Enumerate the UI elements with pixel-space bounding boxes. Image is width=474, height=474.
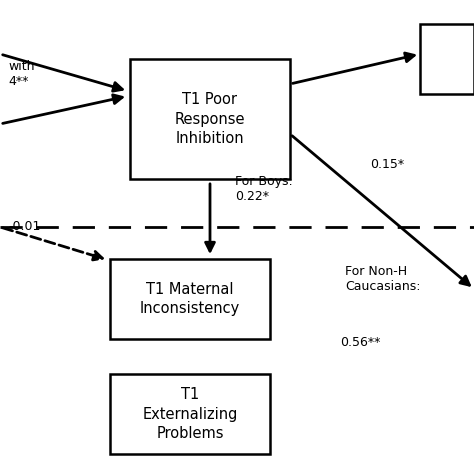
FancyBboxPatch shape [110,374,270,454]
Text: 0.56**: 0.56** [340,336,380,348]
Text: -0.01: -0.01 [8,219,40,233]
Text: T1 Poor
Response
Inhibition: T1 Poor Response Inhibition [175,91,245,146]
FancyBboxPatch shape [130,59,290,179]
Text: with
4**: with 4** [8,60,35,88]
Text: 0.15*: 0.15* [370,157,404,171]
FancyBboxPatch shape [420,24,474,94]
Text: T1
Externalizing
Problems: T1 Externalizing Problems [142,387,237,441]
Text: For Non-H
Caucasians:: For Non-H Caucasians: [345,265,420,293]
Text: For Boys:
0.22*: For Boys: 0.22* [235,175,293,203]
FancyBboxPatch shape [110,259,270,339]
Text: T1 Maternal
Inconsistency: T1 Maternal Inconsistency [140,282,240,317]
